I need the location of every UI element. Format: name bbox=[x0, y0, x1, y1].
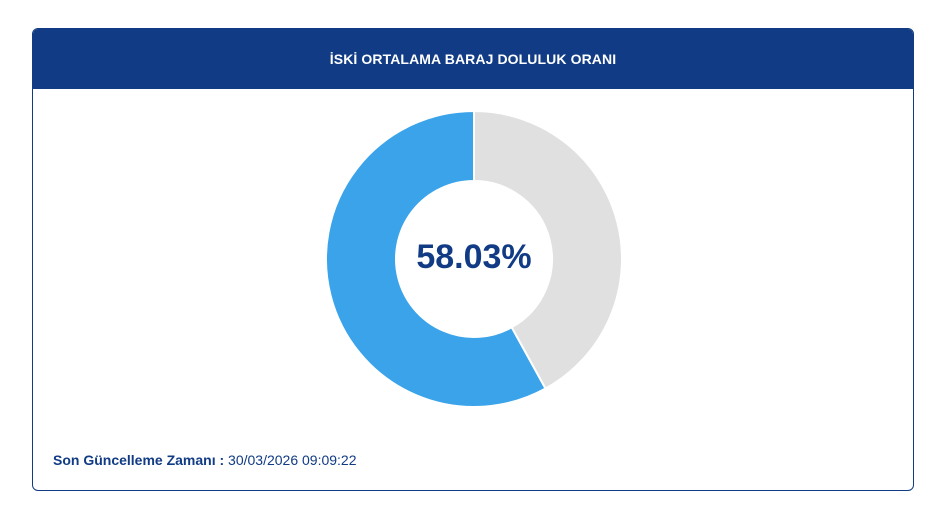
last-update-label: Son Güncelleme Zamanı : bbox=[53, 452, 225, 468]
dam-occupancy-card: İSKİ ORTALAMA BARAJ DOLULUK ORANI 58.03%… bbox=[32, 28, 914, 491]
last-update-timestamp: 30/03/2026 09:09:22 bbox=[228, 452, 357, 468]
donut-slices bbox=[325, 109, 623, 408]
filled-slice bbox=[325, 109, 547, 408]
donut-chart-area: 58.03% bbox=[33, 89, 913, 429]
card-header: İSKİ ORTALAMA BARAJ DOLULUK ORANI bbox=[33, 29, 913, 89]
empty-slice bbox=[473, 109, 623, 390]
donut-chart: 58.03% bbox=[325, 109, 623, 408]
center-percentage-label: 58.03% bbox=[416, 238, 531, 276]
card-title: İSKİ ORTALAMA BARAJ DOLULUK ORANI bbox=[329, 51, 617, 67]
last-update-line: Son Güncelleme Zamanı : 30/03/2026 09:09… bbox=[53, 452, 357, 468]
